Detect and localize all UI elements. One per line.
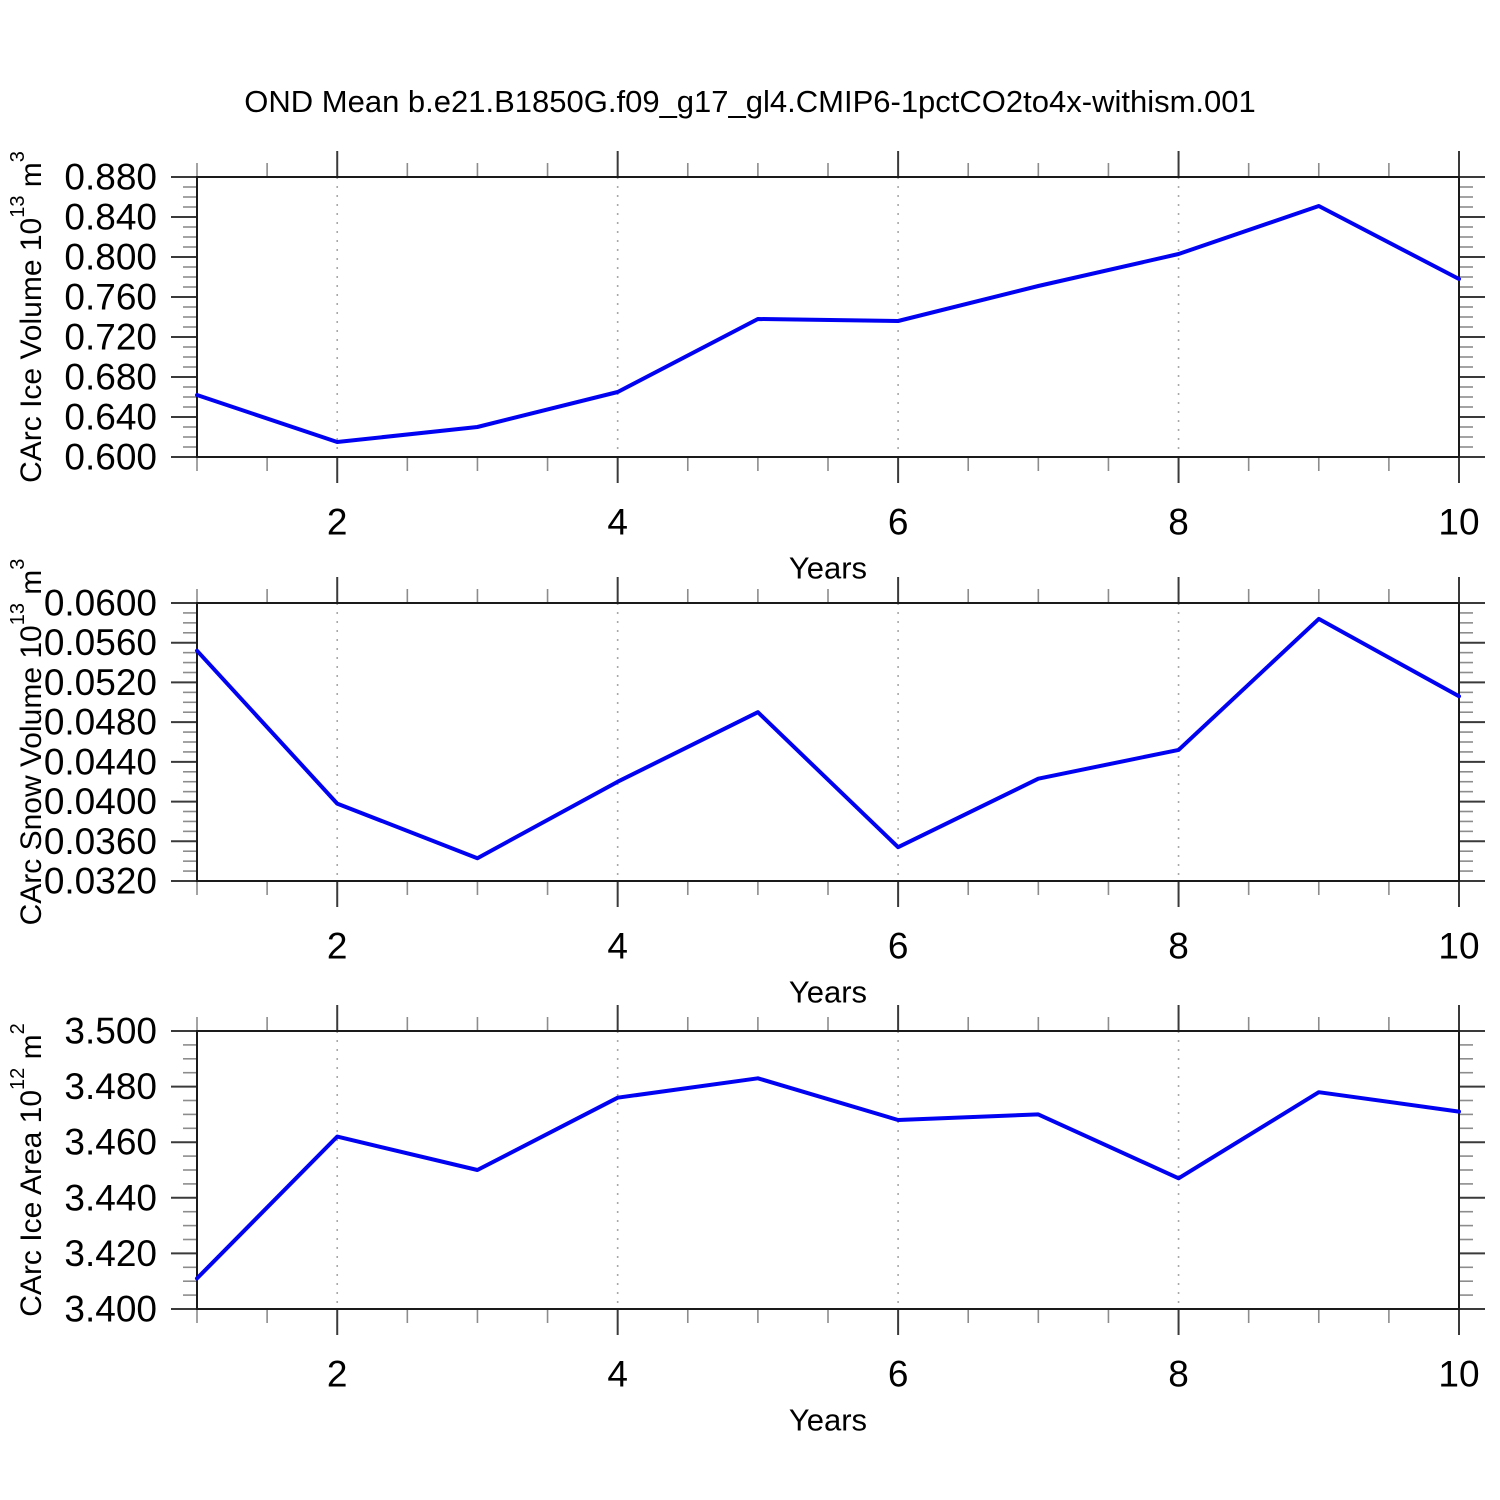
data-line-series	[195, 1076, 1461, 1281]
data-line-series	[195, 616, 1461, 861]
x-tick-label: 2	[327, 502, 348, 543]
plot-border	[196, 602, 1460, 882]
x-tick-label: 8	[1168, 1354, 1189, 1395]
x-tick-label: 10	[1438, 926, 1479, 967]
y-axis-title: CArc Ice Volume 1013 m3	[7, 151, 48, 483]
y-tick-label: 3.420	[64, 1233, 157, 1274]
plot-border	[196, 1030, 1460, 1310]
x-tick-label: 10	[1438, 502, 1479, 543]
plot-border	[196, 176, 1460, 458]
x-tick-label: 8	[1168, 502, 1189, 543]
x-tick-label: 4	[607, 1354, 628, 1395]
figure-title: OND Mean b.e21.B1850G.f09_g17_gl4.CMIP6-…	[244, 84, 1256, 119]
y-tick-label: 0.680	[64, 357, 157, 398]
x-tick-label: 4	[607, 502, 628, 543]
x-tick-label: 8	[1168, 926, 1189, 967]
y-tick-label: 0.600	[64, 437, 157, 478]
y-tick-label: 0.0600	[44, 583, 157, 624]
y-tick-label: 0.0360	[44, 821, 157, 862]
y-tick-label: 0.0560	[44, 622, 157, 663]
x-tick-label: 6	[888, 502, 909, 543]
y-tick-label: 0.840	[64, 197, 157, 238]
y-tick-label: 0.0320	[44, 861, 157, 902]
y-tick-label: 0.720	[64, 317, 157, 358]
x-tick-label: 4	[607, 926, 628, 967]
x-axis-title: Years	[789, 551, 867, 586]
y-tick-label: 0.760	[64, 277, 157, 318]
y-tick-label: 3.500	[64, 1011, 157, 1052]
y-tick-label: 0.880	[64, 157, 157, 198]
y-tick-label: 3.480	[64, 1066, 157, 1107]
y-tick-label: 3.440	[64, 1177, 157, 1218]
y-tick-label: 0.0520	[44, 662, 157, 703]
y-tick-label: 0.800	[64, 237, 157, 278]
x-tick-label: 6	[888, 1354, 909, 1395]
y-tick-label: 0.640	[64, 397, 157, 438]
x-tick-label: 10	[1438, 1354, 1479, 1395]
y-tick-label: 3.460	[64, 1122, 157, 1163]
x-axis-title: Years	[789, 975, 867, 1010]
y-tick-label: 0.0480	[44, 702, 157, 743]
y-tick-label: 0.0440	[44, 741, 157, 782]
y-axis-title: CArc Ice Area 1012 m2	[7, 1023, 48, 1316]
y-tick-label: 3.400	[64, 1289, 157, 1330]
x-tick-label: 2	[327, 926, 348, 967]
y-axis-title: CArc Snow Volume 1013 m3	[7, 559, 48, 926]
y-tick-label: 0.0400	[44, 781, 157, 822]
x-tick-label: 2	[327, 1354, 348, 1395]
data-line-series	[195, 204, 1461, 444]
x-tick-label: 6	[888, 926, 909, 967]
x-axis-title: Years	[789, 1403, 867, 1438]
